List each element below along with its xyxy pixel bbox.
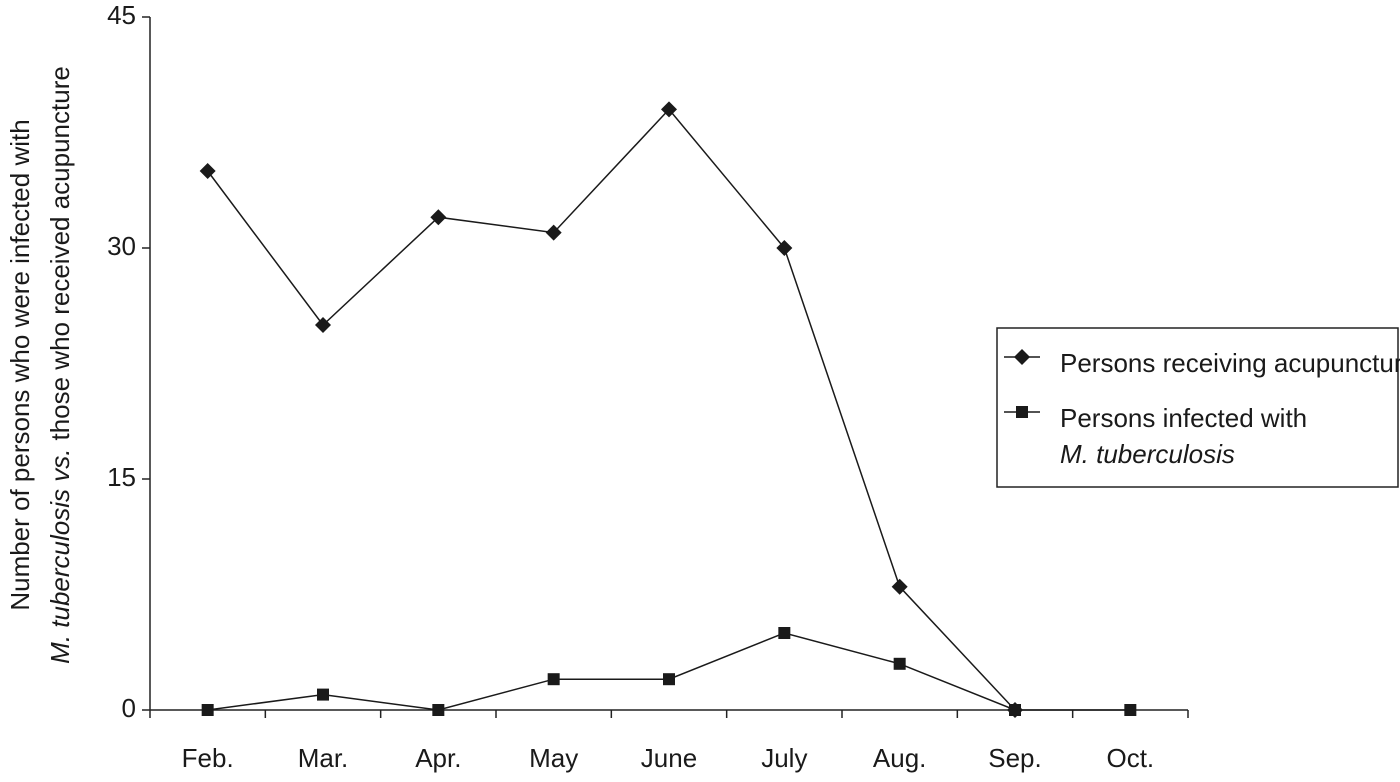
marker [778,627,791,639]
y-tick-label: 15 [107,462,136,492]
legend-label: Persons infected with [1060,403,1307,433]
marker [547,673,560,686]
marker [315,317,331,333]
x-tick-label: June [641,743,697,773]
x-tick-label: May [529,743,578,773]
y-tick-label: 0 [122,693,136,723]
x-tick-label: Aug. [873,743,927,773]
y-axis-title-italic: M. tuberculosis vs. [45,449,75,664]
marker [891,578,908,595]
marker [663,673,675,686]
marker [1124,704,1137,716]
y-axis-title-line: M. tuberculosis vs. those who received ac… [45,66,75,664]
marker [1014,349,1030,365]
marker [432,704,445,716]
x-tick-label: Oct. [1106,743,1154,773]
marker [661,101,677,118]
marker [199,163,216,179]
y-tick-label: 45 [107,0,136,30]
marker [545,224,562,241]
x-tick-label: Sep. [988,743,1042,773]
x-tick-label: Apr. [415,743,461,773]
legend-label: M. tuberculosis [1060,439,1235,469]
y-axis-title-rest: those who received acupuncture [45,66,75,440]
series-line [207,632,1131,711]
series-line [207,108,1016,711]
y-axis-title: Number of persons who were infected with… [5,66,75,664]
legend-label: Persons receiving acupuncture [1060,348,1400,378]
marker [776,240,793,256]
marker [201,704,214,716]
x-tick-label: Feb. [182,743,234,773]
legend-box [996,327,1399,488]
x-tick-label: July [761,743,807,773]
marker [1016,406,1028,418]
marker [893,657,906,670]
marker [1009,704,1021,716]
x-tick-label: Mar. [298,743,349,773]
marker [430,209,447,226]
y-axis-title-line: Number of persons who were infected with [5,119,35,610]
y-tick-label: 30 [107,231,136,261]
marker [317,688,329,701]
